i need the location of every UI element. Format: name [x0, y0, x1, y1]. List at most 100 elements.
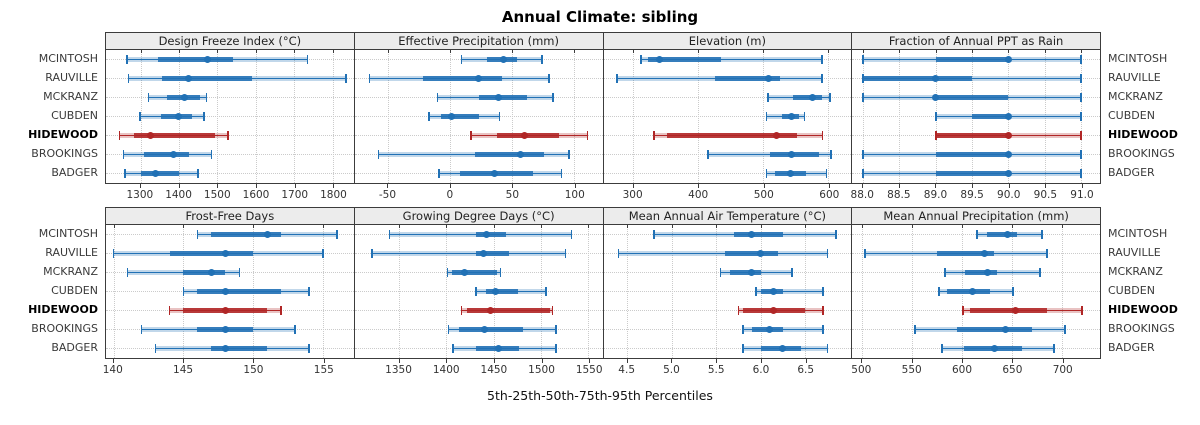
panel-plot-area	[106, 225, 354, 358]
axis-tick	[829, 184, 831, 188]
panel-box: Design Freeze Index (°C)	[105, 32, 355, 184]
range-cap	[308, 287, 310, 296]
axis-tick	[541, 359, 543, 363]
range-cap	[371, 249, 373, 258]
range-line-5-95	[641, 58, 822, 61]
axis-tick	[698, 184, 700, 188]
axis-tick	[935, 184, 937, 188]
range-cap	[653, 230, 655, 239]
iqr-band-25-75	[937, 251, 995, 256]
range-cap	[499, 268, 502, 277]
median-dot	[204, 56, 212, 63]
axis-tick-label: 1700	[281, 189, 309, 201]
range-line-5-95	[742, 328, 823, 331]
iqr-band-25-75	[422, 76, 503, 81]
station-label: RAUVILLE	[45, 71, 98, 84]
grid-line-horizontal	[603, 291, 852, 292]
axis-tick-label: 550	[901, 364, 922, 376]
axis-tick-top	[1062, 225, 1064, 228]
x-axis-label: 5th-25th-50th-75th-95th Percentiles	[487, 388, 713, 403]
axis-tick-top	[962, 225, 964, 228]
median-dot	[147, 132, 155, 139]
panel-x-axis: 140 145 150 155	[103, 359, 355, 380]
range-cap	[791, 268, 793, 277]
iqr-band-25-75	[972, 114, 1009, 119]
range-cap	[742, 344, 744, 353]
station-label: BADGER	[51, 341, 98, 354]
median-dot	[152, 170, 160, 177]
axis-tick-top	[863, 50, 865, 53]
axis-tick-label: 0	[446, 189, 454, 201]
range-cap	[182, 287, 185, 296]
iqr-band-25-75	[947, 289, 991, 294]
range-cap	[470, 131, 472, 140]
range-cap	[154, 344, 157, 353]
iqr-band-25-75	[987, 232, 1018, 237]
station-label: BADGER	[1108, 341, 1155, 354]
median-dot	[447, 113, 455, 120]
median-dot	[968, 288, 976, 295]
range-cap	[345, 74, 347, 83]
median-dot	[475, 75, 483, 82]
iqr-band-25-75	[965, 270, 998, 275]
range-cap	[210, 150, 213, 159]
range-cap	[821, 131, 824, 140]
axis-tick-label: 150	[243, 364, 264, 376]
panel-x-axis: 1300 1400 1500 1600 1700 1800	[105, 184, 355, 205]
median-dot	[1004, 113, 1012, 120]
panel-row-2: MCINTOSH RAUVILLE MCKRANZ CUBDEN HIDEWOOD BRO…	[0, 207, 1200, 378]
range-cap	[124, 169, 126, 178]
axis-tick	[911, 359, 913, 363]
median-dot	[1004, 151, 1012, 158]
median-dot	[221, 326, 229, 333]
panel: Growing Degree Days (°C) 1350 1400 1450 1500…	[353, 207, 604, 378]
axis-tick-label: 600	[819, 189, 840, 201]
axis-tick	[217, 184, 219, 188]
iqr-band-25-75	[211, 346, 268, 351]
axis-tick-top	[217, 50, 219, 53]
axis-tick	[333, 184, 335, 188]
median-dot	[932, 75, 940, 82]
station-label: CUBDEN	[1108, 284, 1155, 297]
axis-tick-label: 89.5	[960, 189, 984, 201]
range-cap	[139, 112, 141, 121]
panel-x-axis: 88.0 88.5 89.0 89.5 90.0 90.5 91.0	[851, 184, 1101, 205]
axis-tick	[862, 184, 864, 188]
panel-title: Mean Annual Precipitation (mm)	[852, 208, 1100, 225]
axis-tick	[962, 359, 964, 363]
range-cap	[862, 169, 864, 178]
axis-tick-top	[493, 225, 495, 228]
range-cap	[1080, 112, 1082, 121]
axis-tick	[183, 359, 185, 363]
range-cap	[147, 93, 149, 102]
axis-tick-top	[698, 50, 700, 53]
median-dot	[221, 345, 229, 352]
axis-tick-label: 88.0	[850, 189, 874, 201]
grid-line-horizontal	[603, 329, 852, 330]
axis-tick-top	[627, 225, 629, 228]
range-cap	[586, 131, 589, 140]
range-line-5-95	[863, 77, 1082, 80]
range-cap	[862, 55, 864, 64]
station-label: RAUVILLE	[1108, 246, 1161, 259]
range-cap	[941, 344, 943, 353]
range-cap	[460, 55, 463, 64]
median-dot	[990, 345, 998, 352]
axis-tick-label: 400	[688, 189, 709, 201]
chart-title: Annual Climate: sibling	[501, 8, 699, 26]
axis-tick-top	[140, 50, 142, 53]
axis-tick-top	[399, 225, 401, 228]
range-cap	[388, 230, 391, 239]
axis-tick-top	[294, 50, 296, 53]
station-label-column-left: MCINTOSH RAUVILLE MCKRANZ CUBDEN HIDEWOOD BRO…	[0, 207, 105, 378]
median-dot	[764, 75, 772, 82]
median-dot	[479, 250, 487, 257]
axis-tick	[805, 359, 807, 363]
station-label: MCKRANZ	[1108, 265, 1163, 278]
median-dot	[480, 326, 488, 333]
range-cap	[737, 306, 740, 315]
axis-tick	[626, 359, 628, 363]
axis-tick-label: 1800	[320, 189, 347, 201]
iqr-band-25-75	[935, 57, 1009, 62]
iqr-band-25-75	[935, 152, 1009, 157]
